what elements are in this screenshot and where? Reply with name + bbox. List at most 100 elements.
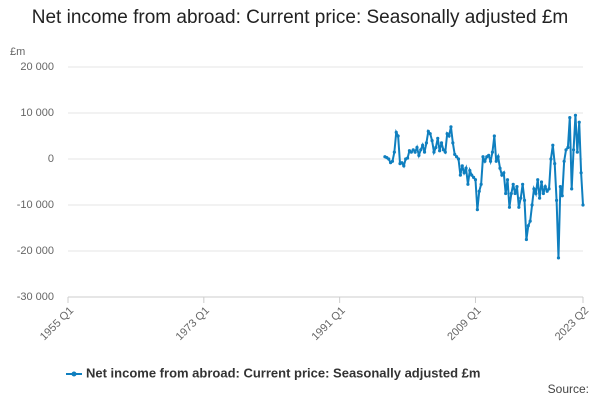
- data-point: [532, 187, 536, 191]
- data-point: [387, 157, 391, 161]
- data-point: [462, 171, 466, 175]
- data-point: [519, 196, 523, 200]
- data-point: [432, 150, 436, 154]
- data-point: [560, 194, 564, 198]
- legend-swatch: [71, 371, 77, 377]
- data-point: [509, 191, 513, 196]
- data-point: [554, 198, 559, 202]
- data-point: [481, 155, 485, 159]
- data-point: [562, 159, 566, 163]
- data-point: [411, 148, 415, 152]
- data-point: [422, 150, 427, 154]
- data-point: [417, 153, 421, 157]
- data-point: [579, 171, 583, 175]
- data-point: [556, 256, 561, 260]
- data-point: [538, 196, 542, 200]
- data-point: [453, 152, 457, 156]
- data-point: [549, 157, 553, 161]
- data-point: [438, 149, 442, 153]
- data-point: [502, 171, 506, 175]
- data-point: [551, 143, 555, 147]
- data-point: [494, 159, 498, 163]
- data-point: [543, 185, 547, 189]
- data-point: [511, 182, 515, 186]
- x-tick-label: 1973 Q1: [174, 305, 212, 343]
- data-point: [415, 145, 419, 150]
- data-point: [441, 148, 446, 152]
- data-point: [524, 237, 529, 242]
- data-point: [443, 150, 447, 154]
- data-point: [534, 191, 538, 196]
- data-point: [436, 136, 440, 140]
- data-point: [547, 187, 551, 191]
- legend-label: Net income from abroad: Current price: S…: [86, 365, 480, 380]
- data-point: [455, 155, 459, 159]
- data-point: [487, 153, 491, 157]
- data-point: [488, 159, 493, 163]
- data-point: [498, 166, 502, 170]
- data-point: [479, 182, 483, 186]
- data-point: [466, 182, 470, 186]
- data-point: [396, 134, 400, 138]
- data-point: [475, 208, 479, 212]
- x-tick-label: 1955 Q1: [38, 305, 76, 343]
- data-point: [577, 120, 581, 124]
- data-point: [473, 178, 478, 182]
- data-point: [402, 164, 406, 168]
- data-point: [424, 141, 429, 145]
- data-point: [464, 166, 468, 170]
- data-point: [394, 130, 398, 134]
- data-point: [413, 150, 417, 154]
- chart-title: Net income from abroad: Current price: S…: [31, 7, 569, 28]
- series-line: [384, 115, 584, 258]
- data-point: [426, 129, 430, 133]
- data-point: [400, 161, 404, 165]
- data-point: [390, 159, 395, 163]
- y-tick-label: -10 000: [17, 199, 54, 211]
- data-point: [449, 125, 453, 129]
- data-point: [492, 134, 496, 138]
- y-tick-label: 0: [48, 153, 54, 165]
- data-point: [568, 116, 572, 120]
- data-point: [428, 132, 432, 136]
- data-point: [517, 205, 521, 209]
- data-point: [528, 219, 532, 223]
- x-tick-label: 2009 Q1: [445, 305, 483, 343]
- data-point: [553, 162, 557, 166]
- data-point: [421, 143, 425, 147]
- data-point: [439, 141, 444, 145]
- data-point: [507, 205, 512, 209]
- data-point: [521, 182, 525, 186]
- data-point: [558, 185, 562, 189]
- data-point: [564, 148, 568, 152]
- y-tick-label: 20 000: [20, 61, 54, 73]
- data-point: [573, 113, 578, 117]
- data-point: [513, 191, 517, 196]
- data-point: [541, 191, 545, 196]
- data-point: [545, 189, 549, 193]
- x-tick-label: 1991 Q1: [309, 305, 347, 343]
- data-point: [419, 148, 423, 152]
- data-point: [409, 150, 413, 154]
- data-point: [530, 203, 534, 207]
- data-point: [526, 224, 530, 228]
- data-point: [405, 156, 410, 160]
- data-point: [496, 155, 500, 159]
- data-point: [536, 178, 540, 182]
- data-point: [581, 203, 585, 207]
- data-point: [477, 189, 481, 193]
- data-point: [447, 134, 451, 138]
- data-point: [430, 139, 434, 143]
- source: Source:: [548, 382, 589, 396]
- data-point: [445, 132, 449, 136]
- y-tick-label: 10 000: [20, 107, 54, 119]
- data-point: [458, 173, 462, 177]
- data-point: [471, 175, 476, 179]
- data-point: [522, 198, 527, 202]
- data-point: [483, 159, 487, 163]
- data-point: [505, 178, 510, 182]
- data-point: [570, 187, 574, 191]
- data-point: [468, 168, 472, 173]
